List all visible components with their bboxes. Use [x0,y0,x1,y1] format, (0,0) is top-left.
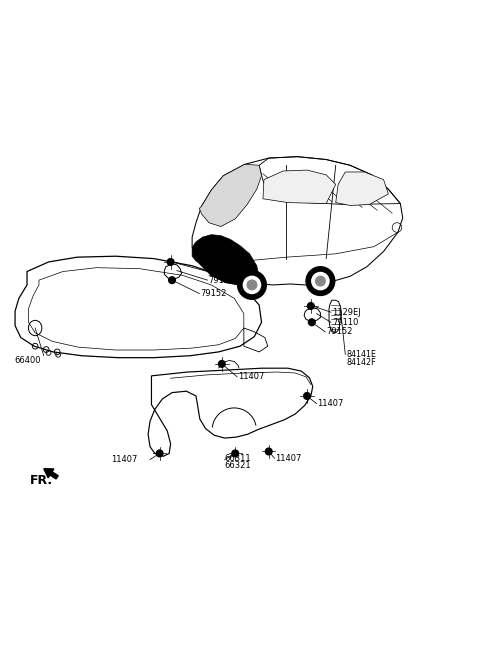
Text: 11407: 11407 [111,455,137,464]
Text: 11407: 11407 [238,373,264,381]
Circle shape [218,361,225,367]
Circle shape [232,450,239,457]
Circle shape [243,276,261,293]
Circle shape [309,319,315,325]
Circle shape [238,270,266,299]
Text: 66400: 66400 [14,356,41,365]
Circle shape [168,277,175,283]
Text: 79152: 79152 [200,289,227,298]
Text: 79152: 79152 [326,327,352,337]
Circle shape [308,302,314,310]
FancyArrow shape [44,468,58,479]
Text: 79120: 79120 [208,276,235,285]
Text: FR.: FR. [30,474,53,487]
Text: 84141E: 84141E [346,350,376,359]
Text: 1129EJ: 1129EJ [208,267,237,276]
Polygon shape [336,172,388,205]
Text: 1129EJ: 1129EJ [332,308,360,317]
Circle shape [306,267,335,295]
Polygon shape [263,170,336,203]
Circle shape [304,392,311,400]
Text: 84142F: 84142F [346,358,376,367]
Polygon shape [192,235,259,286]
Circle shape [156,450,163,457]
Text: 11407: 11407 [276,454,302,462]
Polygon shape [199,164,262,226]
Circle shape [316,276,325,286]
Text: 66311: 66311 [225,454,252,462]
Text: 11407: 11407 [318,399,344,408]
Text: 66321: 66321 [225,461,252,470]
Circle shape [312,272,329,290]
Circle shape [167,258,174,265]
Text: 79110: 79110 [332,318,358,327]
Circle shape [265,448,272,455]
Circle shape [247,280,257,290]
